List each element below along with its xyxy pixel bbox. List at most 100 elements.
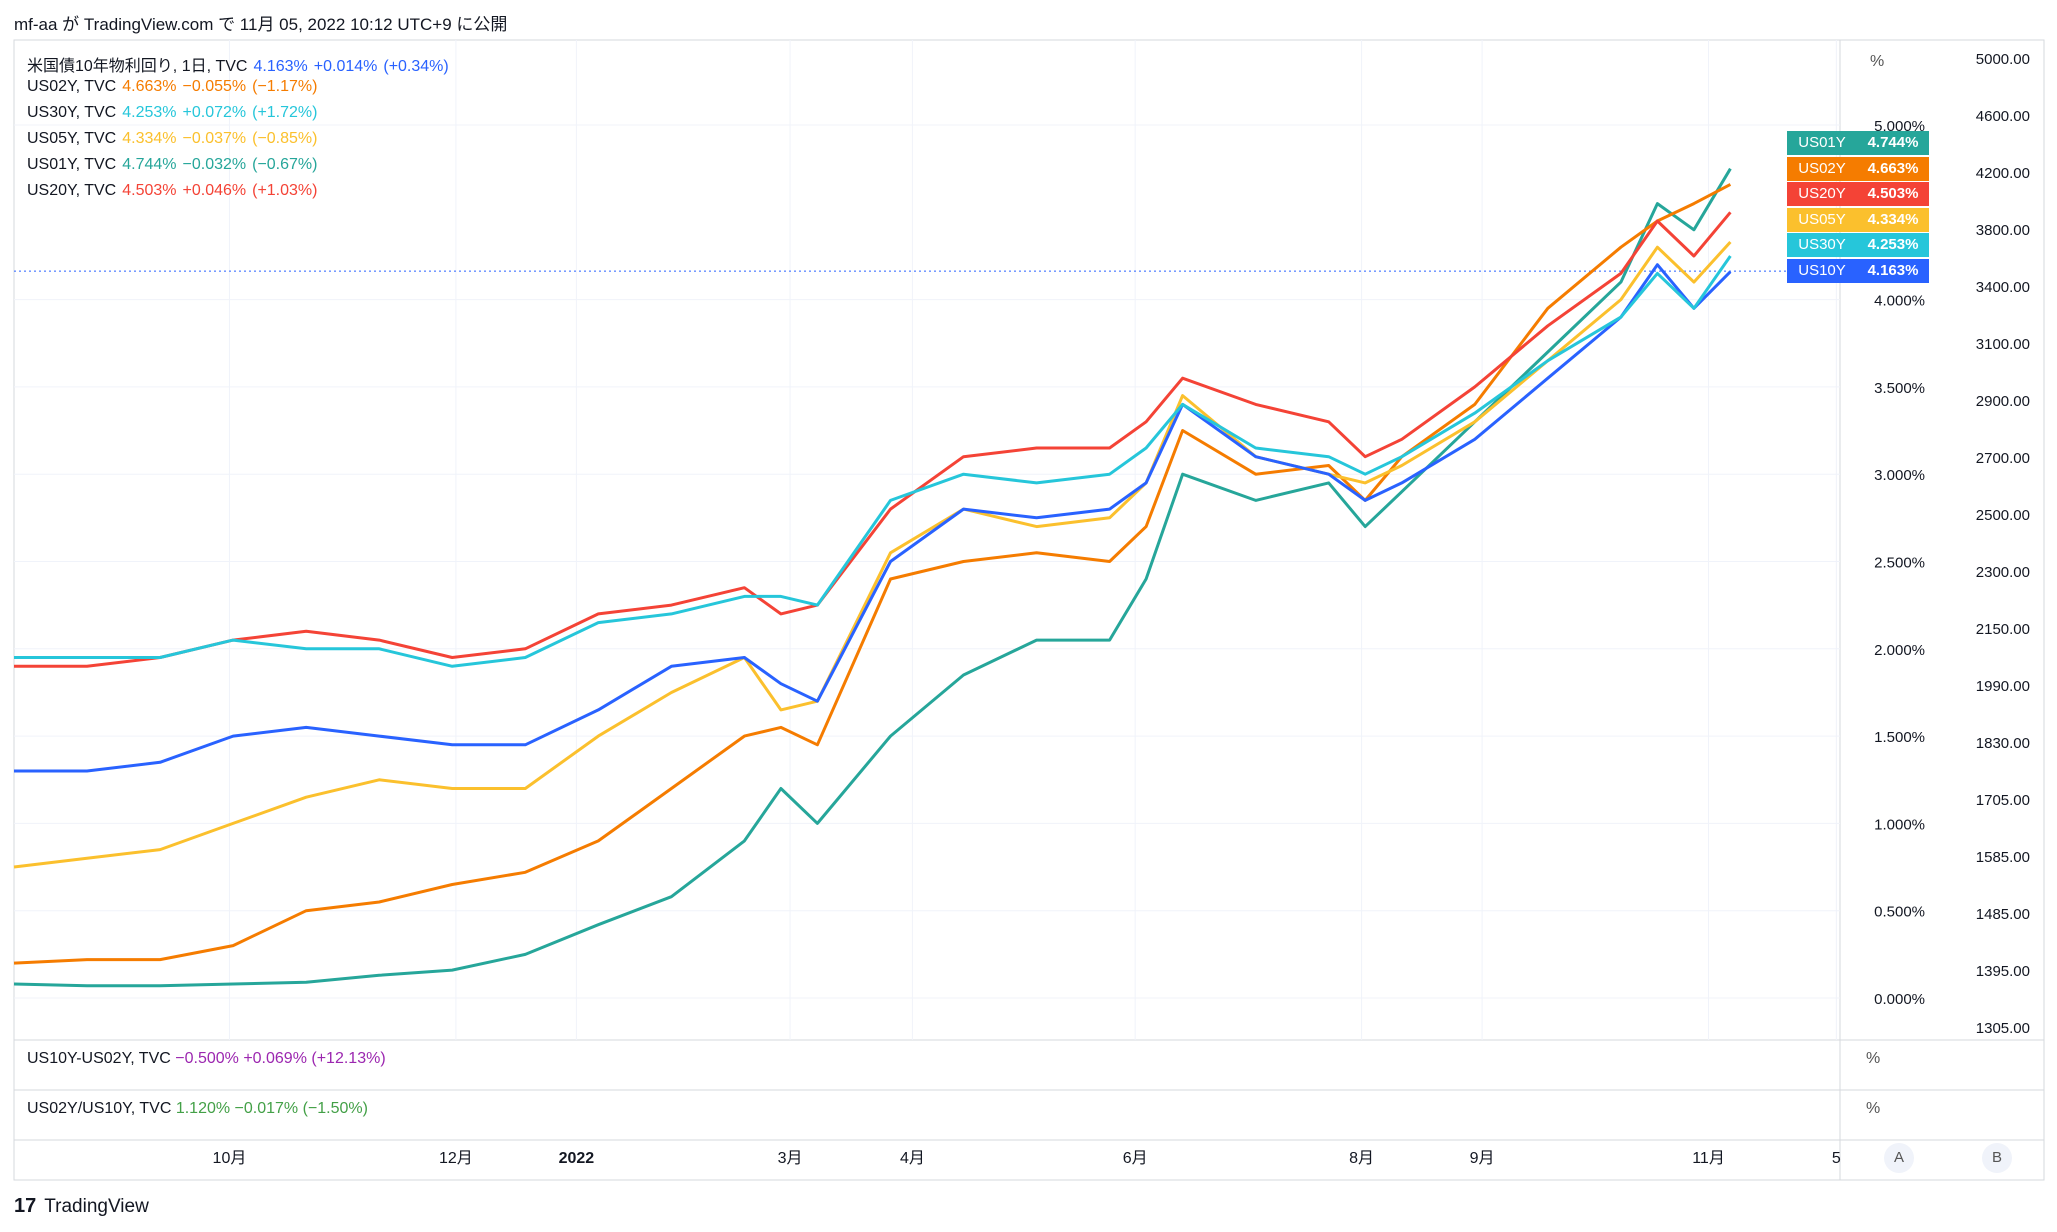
y-tick-label: 0.000% xyxy=(1874,991,1925,1008)
legend-pct: (+0.34%) xyxy=(383,58,449,75)
price-tag: US20Y 4.503% xyxy=(1787,182,1929,207)
price-tag: US02Y 4.663% xyxy=(1787,156,1929,181)
footer: 17 TradingView xyxy=(14,1195,149,1218)
x-tick-label: 2022 xyxy=(559,1150,595,1167)
legend-value: 4.503% xyxy=(122,182,177,199)
y-tick-label: 3.000% xyxy=(1874,467,1925,484)
x-tick-label: 11月 xyxy=(1692,1150,1725,1167)
y-tick-label: 0.500% xyxy=(1874,904,1925,921)
legend-value: 4.663% xyxy=(122,78,177,95)
y-tick-label: 4.000% xyxy=(1874,293,1925,310)
axis-button-a[interactable]: A xyxy=(1884,1143,1914,1173)
legend-change: −0.037% xyxy=(182,130,247,147)
legend-row: US02Y, TVC 4.663% −0.055% (−1.17%) xyxy=(27,78,323,96)
pane2-label: US10Y-US02Y, TVC xyxy=(27,1050,171,1067)
series-line-us20y xyxy=(14,211,1732,668)
price-tag-value: 4.253% xyxy=(1857,233,1929,258)
legend-pct: (+1.72%) xyxy=(252,104,318,121)
legend-value: 4.163% xyxy=(253,58,308,75)
x-tick-label: 10月 xyxy=(213,1150,247,1167)
price-tag-value: 4.334% xyxy=(1857,207,1929,232)
y-tick-label: 2.000% xyxy=(1874,642,1925,659)
axis-button-b[interactable]: B xyxy=(1982,1143,2012,1173)
y2-tick-label: 4200.00 xyxy=(1976,165,2030,182)
x-tick-label: 6月 xyxy=(1123,1150,1148,1167)
x-tick-label: 5 xyxy=(1832,1150,1841,1167)
footer-brand: TradingView xyxy=(44,1195,149,1217)
y-tick-label: 3.500% xyxy=(1874,380,1925,397)
series-line-us30y xyxy=(14,255,1732,668)
y2-tick-label: 2300.00 xyxy=(1976,564,2030,581)
x-tick-label: 3月 xyxy=(778,1150,803,1167)
y2-tick-label: 1395.00 xyxy=(1976,963,2030,980)
legend-change: +0.072% xyxy=(182,104,247,121)
y2-tick-label: 1585.00 xyxy=(1976,849,2030,866)
y2-tick-label: 5000.00 xyxy=(1976,51,2030,68)
y-tick-label: 1.000% xyxy=(1874,816,1925,833)
price-tag-name: US01Y xyxy=(1787,131,1857,155)
y2-tick-label: 3100.00 xyxy=(1976,336,2030,353)
price-tag: US05Y 4.334% xyxy=(1787,207,1929,232)
y2-tick-label: 3800.00 xyxy=(1976,222,2030,239)
legend-change: −0.032% xyxy=(182,156,247,173)
price-tag: US01Y 4.744% xyxy=(1787,131,1929,155)
price-tag-name: US10Y xyxy=(1787,259,1857,283)
x-tick-label: 9月 xyxy=(1470,1150,1495,1167)
legend-label: 米国債10年物利回り, 1日, TVC xyxy=(27,58,248,75)
y2-tick-label: 2150.00 xyxy=(1976,621,2030,638)
pane3-value: 1.120% xyxy=(175,1100,231,1117)
price-tag-name: US30Y xyxy=(1787,233,1857,258)
legend-row: US01Y, TVC 4.744% −0.032% (−0.67%) xyxy=(27,156,323,174)
y2-tick-label: 3400.00 xyxy=(1976,279,2030,296)
legend-pct: (+1.03%) xyxy=(252,182,318,199)
legend-change: +0.046% xyxy=(182,182,247,199)
price-tag-value: 4.744% xyxy=(1857,131,1929,155)
pane3-unit: % xyxy=(1866,1100,1881,1117)
price-tag-value: 4.163% xyxy=(1857,259,1929,283)
tradingview-logo-icon: 17 xyxy=(14,1195,37,1217)
series-line-us10y xyxy=(14,263,1732,773)
legend-pct: (−0.85%) xyxy=(252,130,318,147)
y-tick-label: 5.000% xyxy=(1874,118,1925,135)
legend-label: US02Y, TVC xyxy=(27,78,117,95)
pane2-unit: % xyxy=(1866,1050,1881,1067)
legend-label: US30Y, TVC xyxy=(27,104,117,121)
pane3-legend: US02Y/US10Y, TVC 1.120% −0.017% (−1.50%) xyxy=(27,1100,368,1118)
legend-pct: (−0.67%) xyxy=(252,156,318,173)
pane3-change: −0.017% xyxy=(234,1100,299,1117)
x-tick-label: 8月 xyxy=(1349,1150,1374,1167)
y2-tick-label: 1485.00 xyxy=(1976,906,2030,923)
legend-change: +0.014% xyxy=(313,58,378,75)
price-tag-value: 4.663% xyxy=(1857,156,1929,181)
x-tick-label: 4月 xyxy=(900,1150,925,1167)
series-line-us05y xyxy=(13,240,1732,869)
legend-change: −0.055% xyxy=(182,78,247,95)
y2-tick-label: 1990.00 xyxy=(1976,678,2030,695)
pane3-pct: (−1.50%) xyxy=(302,1100,368,1117)
chart-frame xyxy=(13,39,2045,1181)
y2-tick-label: 2700.00 xyxy=(1976,450,2030,467)
price-tag-name: US05Y xyxy=(1787,207,1857,232)
pane3-label: US02Y/US10Y, TVC xyxy=(27,1100,172,1117)
series-line-us01y xyxy=(13,167,1732,988)
x-tick-label: 12月 xyxy=(439,1150,473,1167)
legend-pct: (−1.17%) xyxy=(252,78,318,95)
price-tag: US10Y 4.163% xyxy=(1787,259,1929,283)
legend-label: US01Y, TVC xyxy=(27,156,117,173)
legend-value: 4.334% xyxy=(122,130,177,147)
series-line-us02y xyxy=(13,183,1732,965)
legend-row: US20Y, TVC 4.503% +0.046% (+1.03%) xyxy=(27,182,323,200)
y2-tick-label: 4600.00 xyxy=(1976,108,2030,125)
price-tag-name: US02Y xyxy=(1787,156,1857,181)
y2-tick-label: 2900.00 xyxy=(1976,393,2030,410)
y-tick-label: 2.500% xyxy=(1874,555,1925,572)
price-tag: US30Y 4.253% xyxy=(1787,233,1929,258)
y-tick-label: 1.500% xyxy=(1874,729,1925,746)
legend-label: US20Y, TVC xyxy=(27,182,117,199)
pane2-value: −0.500% xyxy=(175,1050,239,1067)
legend-row: US30Y, TVC 4.253% +0.072% (+1.72%) xyxy=(27,104,323,122)
publish-header: mf-aa が TradingView.com で 11月 05, 2022 1… xyxy=(14,15,508,34)
price-tag-value: 4.503% xyxy=(1857,182,1929,207)
pane2-legend: US10Y-US02Y, TVC −0.500% +0.069% (+12.13… xyxy=(27,1050,386,1068)
